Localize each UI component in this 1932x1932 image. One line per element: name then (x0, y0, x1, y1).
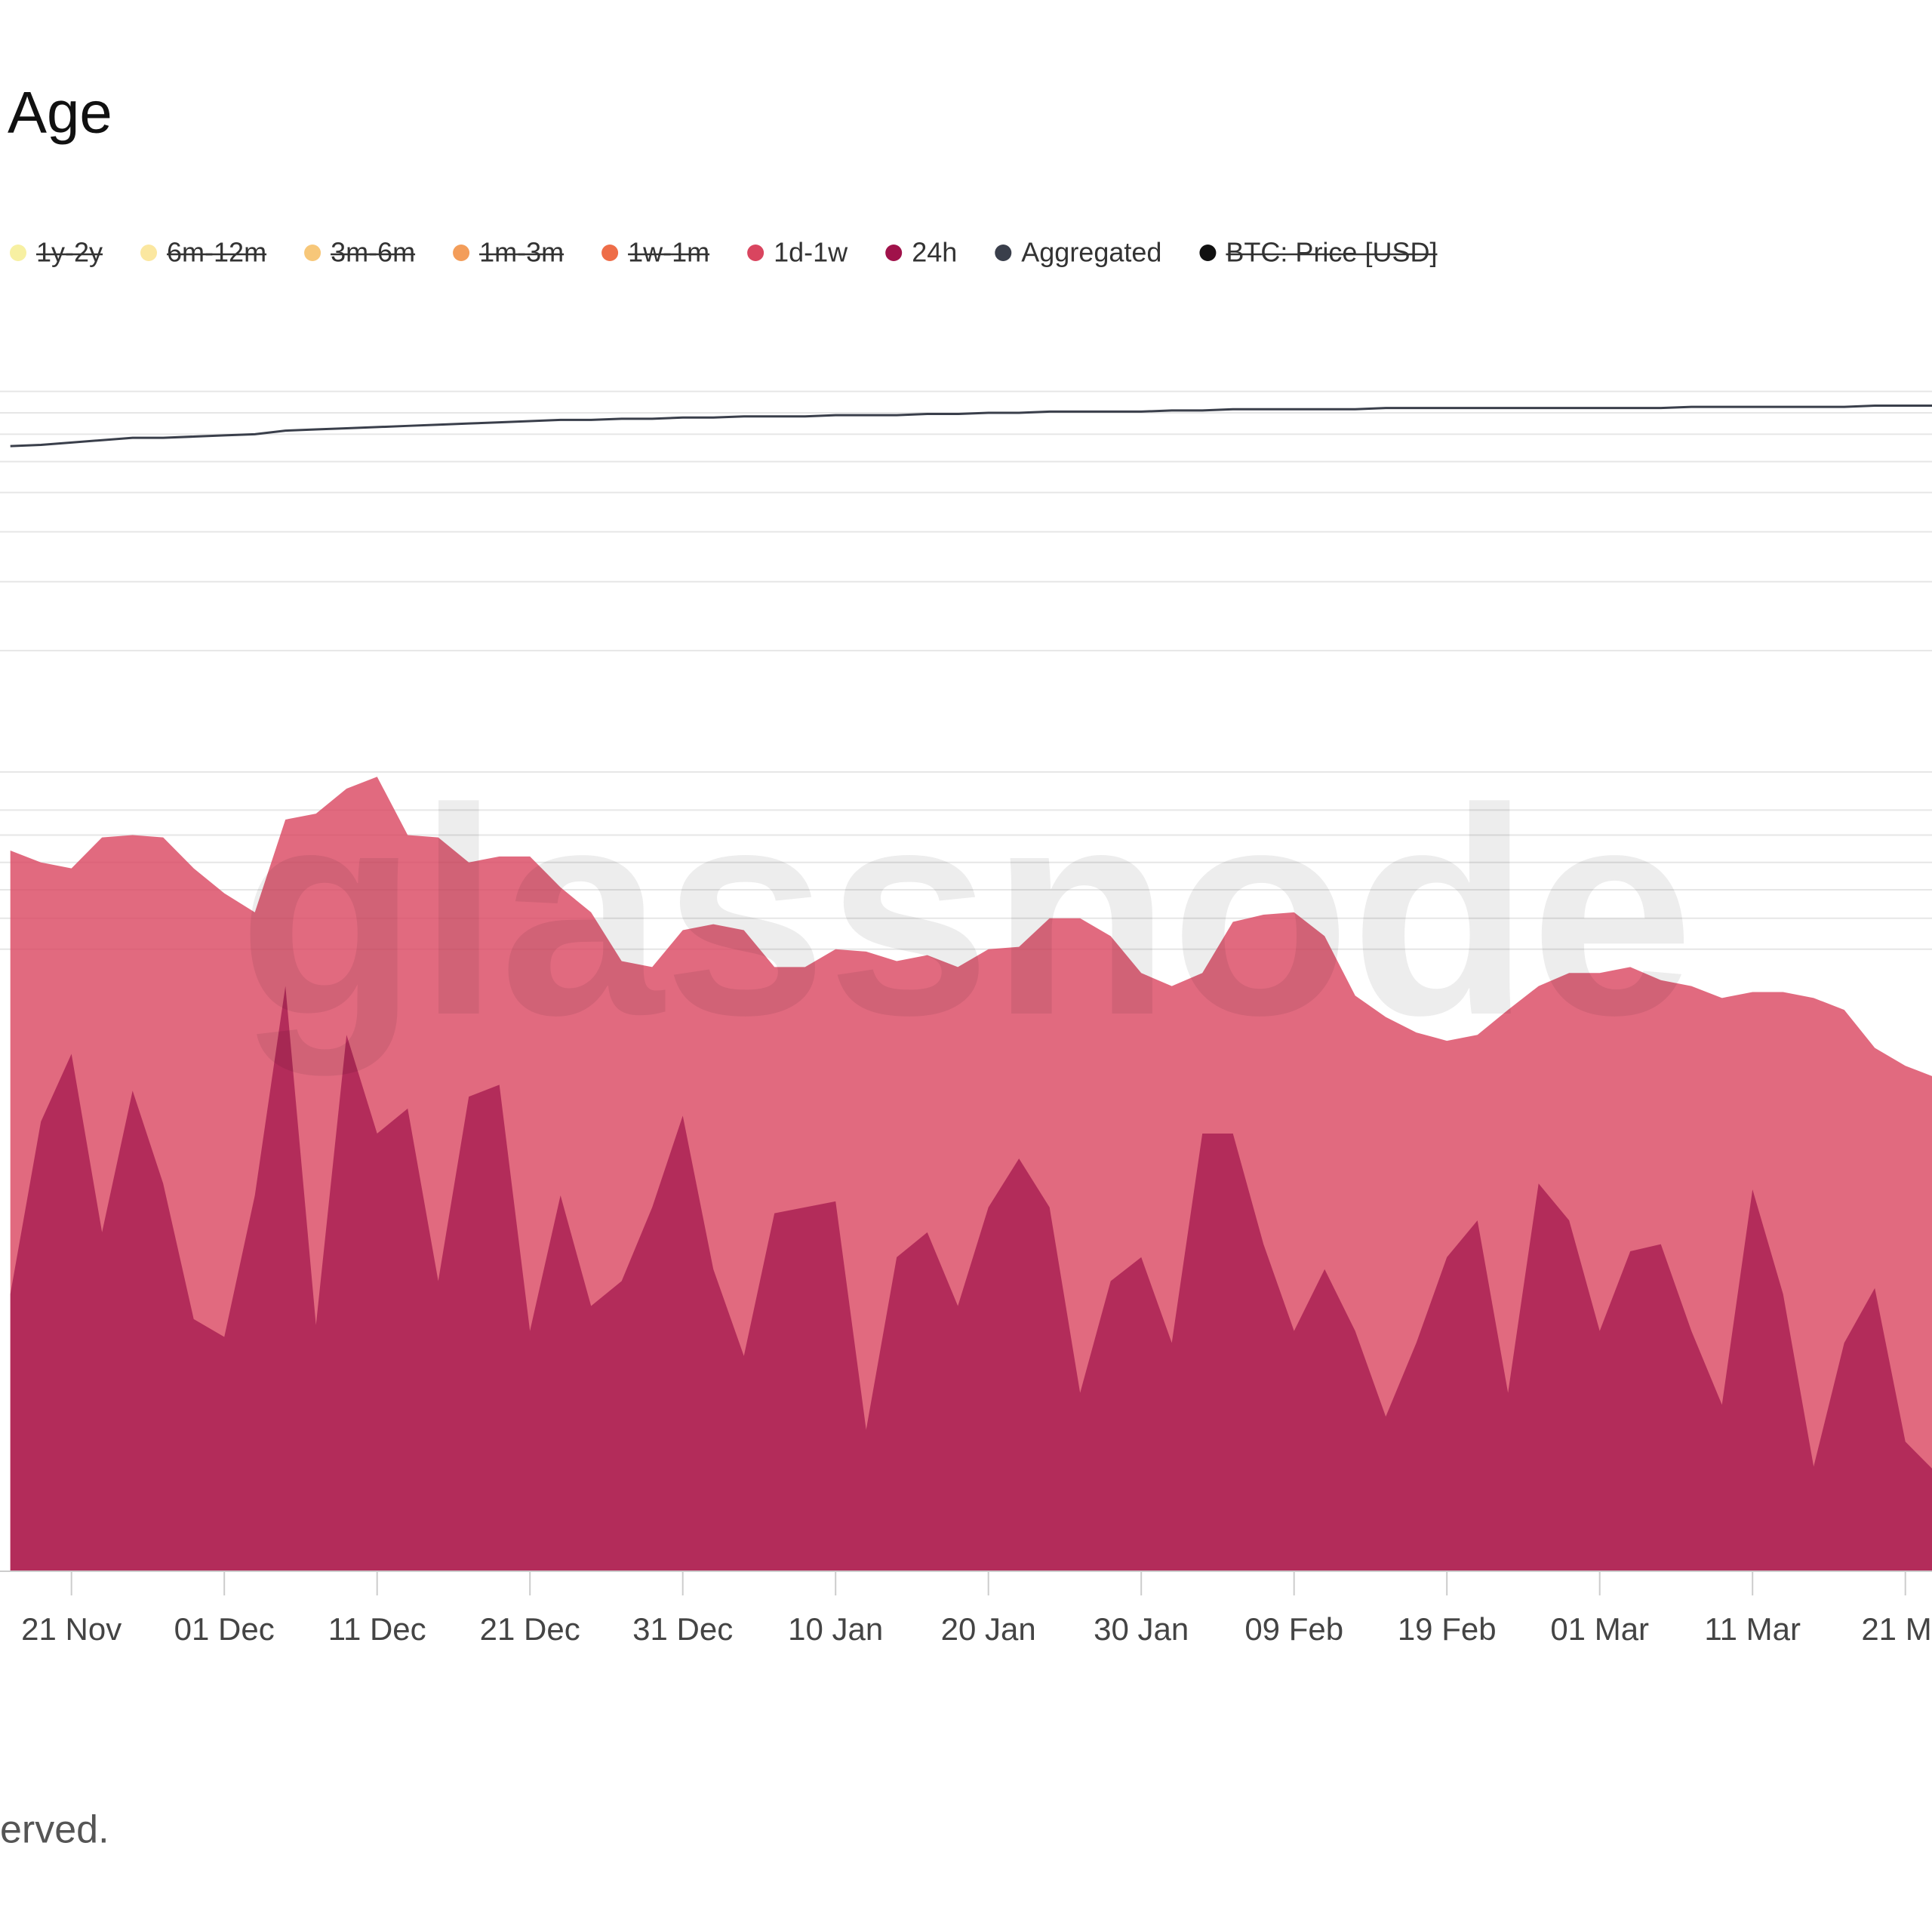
legend-item[interactable]: 24h (885, 237, 957, 268)
line-series (10, 405, 1932, 448)
x-tick-label: 21 Dec (480, 1611, 580, 1647)
legend: 1y-2y 6m-12m 3m-6m 1m-3m 1w-1m 1d-1w 24h Aggreg… (10, 237, 1438, 268)
legend-label: 1w-1m (628, 237, 709, 268)
legend-dot (10, 245, 26, 261)
legend-dot (1199, 245, 1217, 261)
legend-item[interactable]: 1d-1w (747, 237, 848, 268)
legend-label: 1d-1w (774, 237, 848, 268)
legend-item[interactable]: Aggregated (995, 237, 1161, 268)
legend-dot (995, 245, 1012, 261)
watermark: glassnode (238, 747, 1694, 1078)
x-tick-label: 19 Feb (1398, 1611, 1497, 1647)
legend-item[interactable]: 1y-2y (10, 237, 103, 268)
legend-label: 1y-2y (36, 237, 103, 268)
x-tick-label: 10 Jan (788, 1611, 883, 1647)
area-series (10, 986, 1932, 1571)
x-tick-label: 09 Feb (1244, 1611, 1343, 1647)
legend-dot (304, 245, 321, 261)
legend-dot (747, 245, 764, 261)
x-tick-label: 31 Dec (632, 1611, 733, 1647)
legend-item[interactable]: 1w-1m (601, 237, 710, 268)
x-tick-label: 11 Mar (1704, 1611, 1801, 1647)
footer: erved. (0, 1808, 109, 1852)
x-tick-label: 21 Ma (1861, 1611, 1932, 1647)
legend-label: 1m-3m (479, 237, 564, 268)
legend-item[interactable]: 6m-12m (140, 237, 267, 268)
legend-dot (885, 245, 903, 261)
legend-label: Aggregated (1021, 237, 1161, 268)
x-tick-label: 30 Jan (1094, 1611, 1189, 1647)
legend-label: 3m-6m (331, 237, 415, 268)
legend-dot (601, 245, 619, 261)
legend-label: BTC: Price [USD] (1226, 237, 1437, 268)
legend-item[interactable]: BTC: Price [USD] (1199, 237, 1438, 268)
x-axis: 21 Nov 01 Dec 11 Dec 21 Dec 31 Dec 10 Jan 20 J… (0, 1571, 1932, 1647)
x-tick-label: 01 Mar (1550, 1611, 1649, 1647)
x-tick-label: 21 Nov (21, 1611, 122, 1647)
legend-label: 6m-12m (167, 237, 266, 268)
x-tick-label: 01 Dec (174, 1611, 275, 1647)
plot-area (10, 405, 1932, 1571)
x-tick-label: 11 Dec (328, 1611, 426, 1647)
legend-item[interactable]: 1m-3m (453, 237, 565, 268)
legend-label: 24h (912, 237, 957, 268)
legend-item[interactable]: 3m-6m (304, 237, 416, 268)
chart-title: Age (8, 79, 112, 146)
x-tick-label: 20 Jan (941, 1611, 1036, 1647)
legend-dot (453, 245, 470, 261)
legend-dot (140, 245, 158, 261)
